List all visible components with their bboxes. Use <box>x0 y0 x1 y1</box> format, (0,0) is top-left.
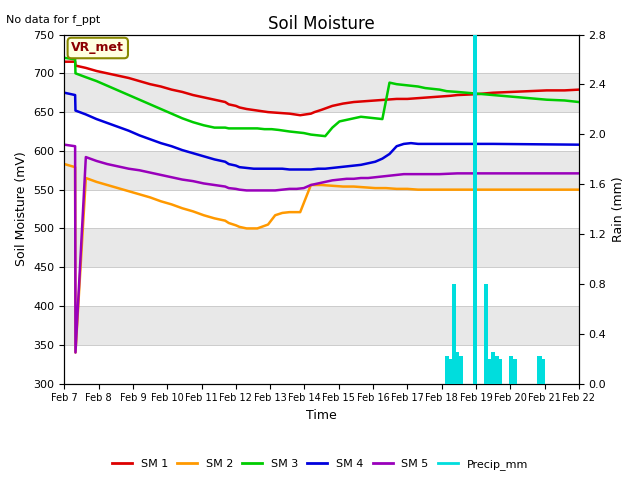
Bar <box>541 359 545 384</box>
Title: Soil Moisture: Soil Moisture <box>268 15 375 33</box>
Bar <box>509 356 513 384</box>
Bar <box>488 359 492 384</box>
Bar <box>495 356 499 384</box>
Bar <box>473 35 477 384</box>
Bar <box>65 267 579 306</box>
Bar <box>491 352 495 384</box>
Bar <box>65 112 579 151</box>
X-axis label: Time: Time <box>307 409 337 422</box>
Bar <box>448 359 452 384</box>
Bar <box>452 284 456 384</box>
Y-axis label: Rain (mm): Rain (mm) <box>612 176 625 242</box>
Bar <box>484 284 488 384</box>
Bar <box>455 352 460 384</box>
Bar <box>445 356 449 384</box>
Bar <box>498 359 502 384</box>
Bar <box>538 356 541 384</box>
Legend: SM 1, SM 2, SM 3, SM 4, SM 5, Precip_mm: SM 1, SM 2, SM 3, SM 4, SM 5, Precip_mm <box>108 455 532 474</box>
Bar <box>459 356 463 384</box>
Bar <box>65 190 579 228</box>
Bar <box>65 345 579 384</box>
Text: No data for f_ppt: No data for f_ppt <box>6 14 100 25</box>
Y-axis label: Soil Moisture (mV): Soil Moisture (mV) <box>15 152 28 266</box>
Text: VR_met: VR_met <box>71 41 124 55</box>
Bar <box>65 35 579 73</box>
Bar <box>513 359 516 384</box>
